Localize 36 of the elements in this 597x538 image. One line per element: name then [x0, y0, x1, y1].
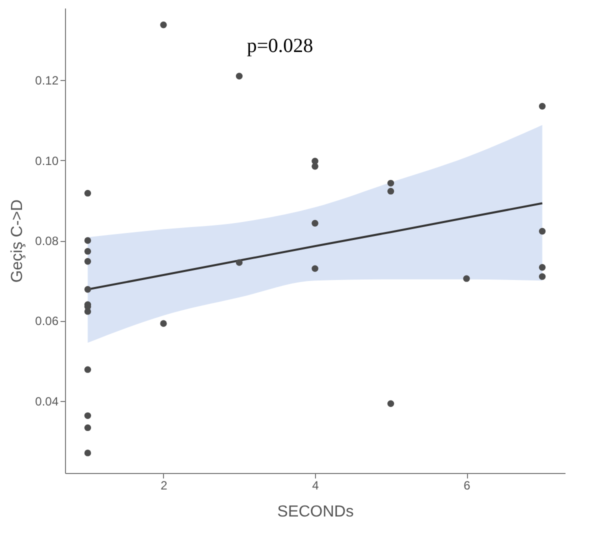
y-tick-label: 0.08 — [35, 234, 59, 248]
point — [84, 248, 92, 255]
y-tick-label: 0.06 — [35, 314, 59, 328]
point — [312, 265, 318, 272]
y-tick-label: 0.04 — [35, 394, 59, 408]
point — [538, 264, 546, 271]
point — [160, 320, 167, 327]
point — [236, 72, 243, 80]
point — [84, 450, 92, 456]
point — [84, 237, 92, 244]
point — [84, 424, 92, 432]
point — [538, 228, 546, 235]
point — [387, 400, 394, 407]
point — [84, 258, 92, 265]
y-tick-label: 0.12 — [35, 74, 59, 88]
y-axis-title: Geçiş C->D — [9, 199, 26, 283]
annotation: p=0.028 — [246, 35, 314, 57]
point — [84, 308, 92, 315]
point — [84, 366, 92, 373]
x-axis-title: SECONDs — [277, 504, 354, 520]
point — [387, 180, 394, 187]
point — [160, 21, 167, 28]
point — [84, 190, 92, 197]
point — [312, 220, 318, 227]
point — [463, 275, 470, 282]
point — [84, 412, 92, 420]
point — [538, 102, 546, 110]
point — [84, 286, 92, 293]
x-tick-label: 2 — [160, 478, 168, 492]
point — [387, 188, 394, 195]
x-tick-label: 4 — [312, 478, 320, 492]
point — [236, 259, 243, 266]
point — [312, 162, 318, 170]
x-tick-label: 6 — [464, 478, 471, 492]
point — [538, 273, 546, 280]
y-tick-label: 0.10 — [35, 154, 59, 168]
